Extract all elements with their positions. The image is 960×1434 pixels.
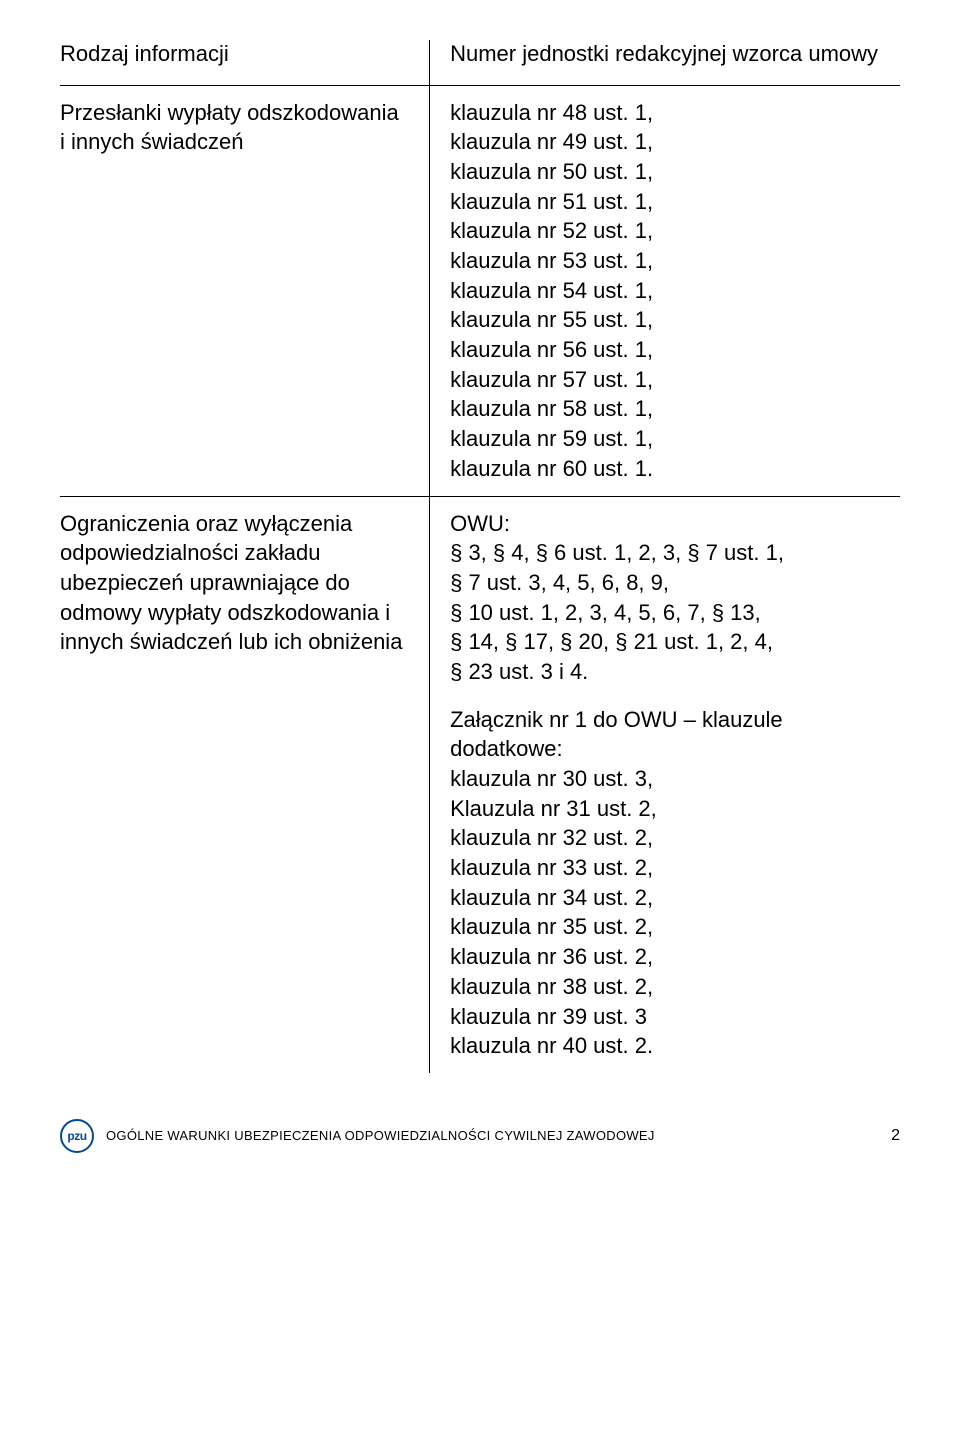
row1-left: Przesłanki wypłaty odszkodowania i innyc… (60, 85, 430, 496)
footer-left: pzu OGÓLNE WARUNKI UBEZPIECZENIA ODPOWIE… (60, 1119, 655, 1153)
row2-left: Ograniczenia oraz wyłączenia odpowiedzia… (60, 496, 430, 1073)
row1-right: klauzula nr 48 ust. 1, klauzula nr 49 us… (430, 85, 900, 496)
row1-left-text: Przesłanki wypłaty odszkodowania i innyc… (60, 98, 409, 157)
header-left: Rodzaj informacji (60, 40, 430, 85)
info-table: Rodzaj informacji Numer jednostki redakc… (60, 40, 900, 1073)
document-page: Rodzaj informacji Numer jednostki redakc… (0, 0, 960, 1173)
pzu-logo-icon: pzu (60, 1119, 94, 1153)
header-right: Numer jednostki redakcyjnej wzorca umowy (430, 40, 900, 85)
table-header-row: Rodzaj informacji Numer jednostki redakc… (60, 40, 900, 85)
row2-right-part1: OWU: § 3, § 4, § 6 ust. 1, 2, 3, § 7 ust… (450, 509, 900, 687)
page-number: 2 (891, 1127, 900, 1145)
header-right-text: Numer jednostki redakcyjnej wzorca umowy (450, 41, 878, 66)
row2-left-text: Ograniczenia oraz wyłączenia odpowiedzia… (60, 509, 409, 657)
row2-right-part2: Załącznik nr 1 do OWU – klauzule dodatko… (450, 705, 900, 1061)
footer-text: OGÓLNE WARUNKI UBEZPIECZENIA ODPOWIEDZIA… (106, 1128, 655, 1143)
table-row: Przesłanki wypłaty odszkodowania i innyc… (60, 85, 900, 496)
row2-right: OWU: § 3, § 4, § 6 ust. 1, 2, 3, § 7 ust… (430, 496, 900, 1073)
header-left-text: Rodzaj informacji (60, 41, 229, 66)
page-footer: pzu OGÓLNE WARUNKI UBEZPIECZENIA ODPOWIE… (60, 1113, 900, 1153)
row1-right-text: klauzula nr 48 ust. 1, klauzula nr 49 us… (450, 98, 900, 484)
table-row: Ograniczenia oraz wyłączenia odpowiedzia… (60, 496, 900, 1073)
logo-text: pzu (67, 1129, 86, 1143)
